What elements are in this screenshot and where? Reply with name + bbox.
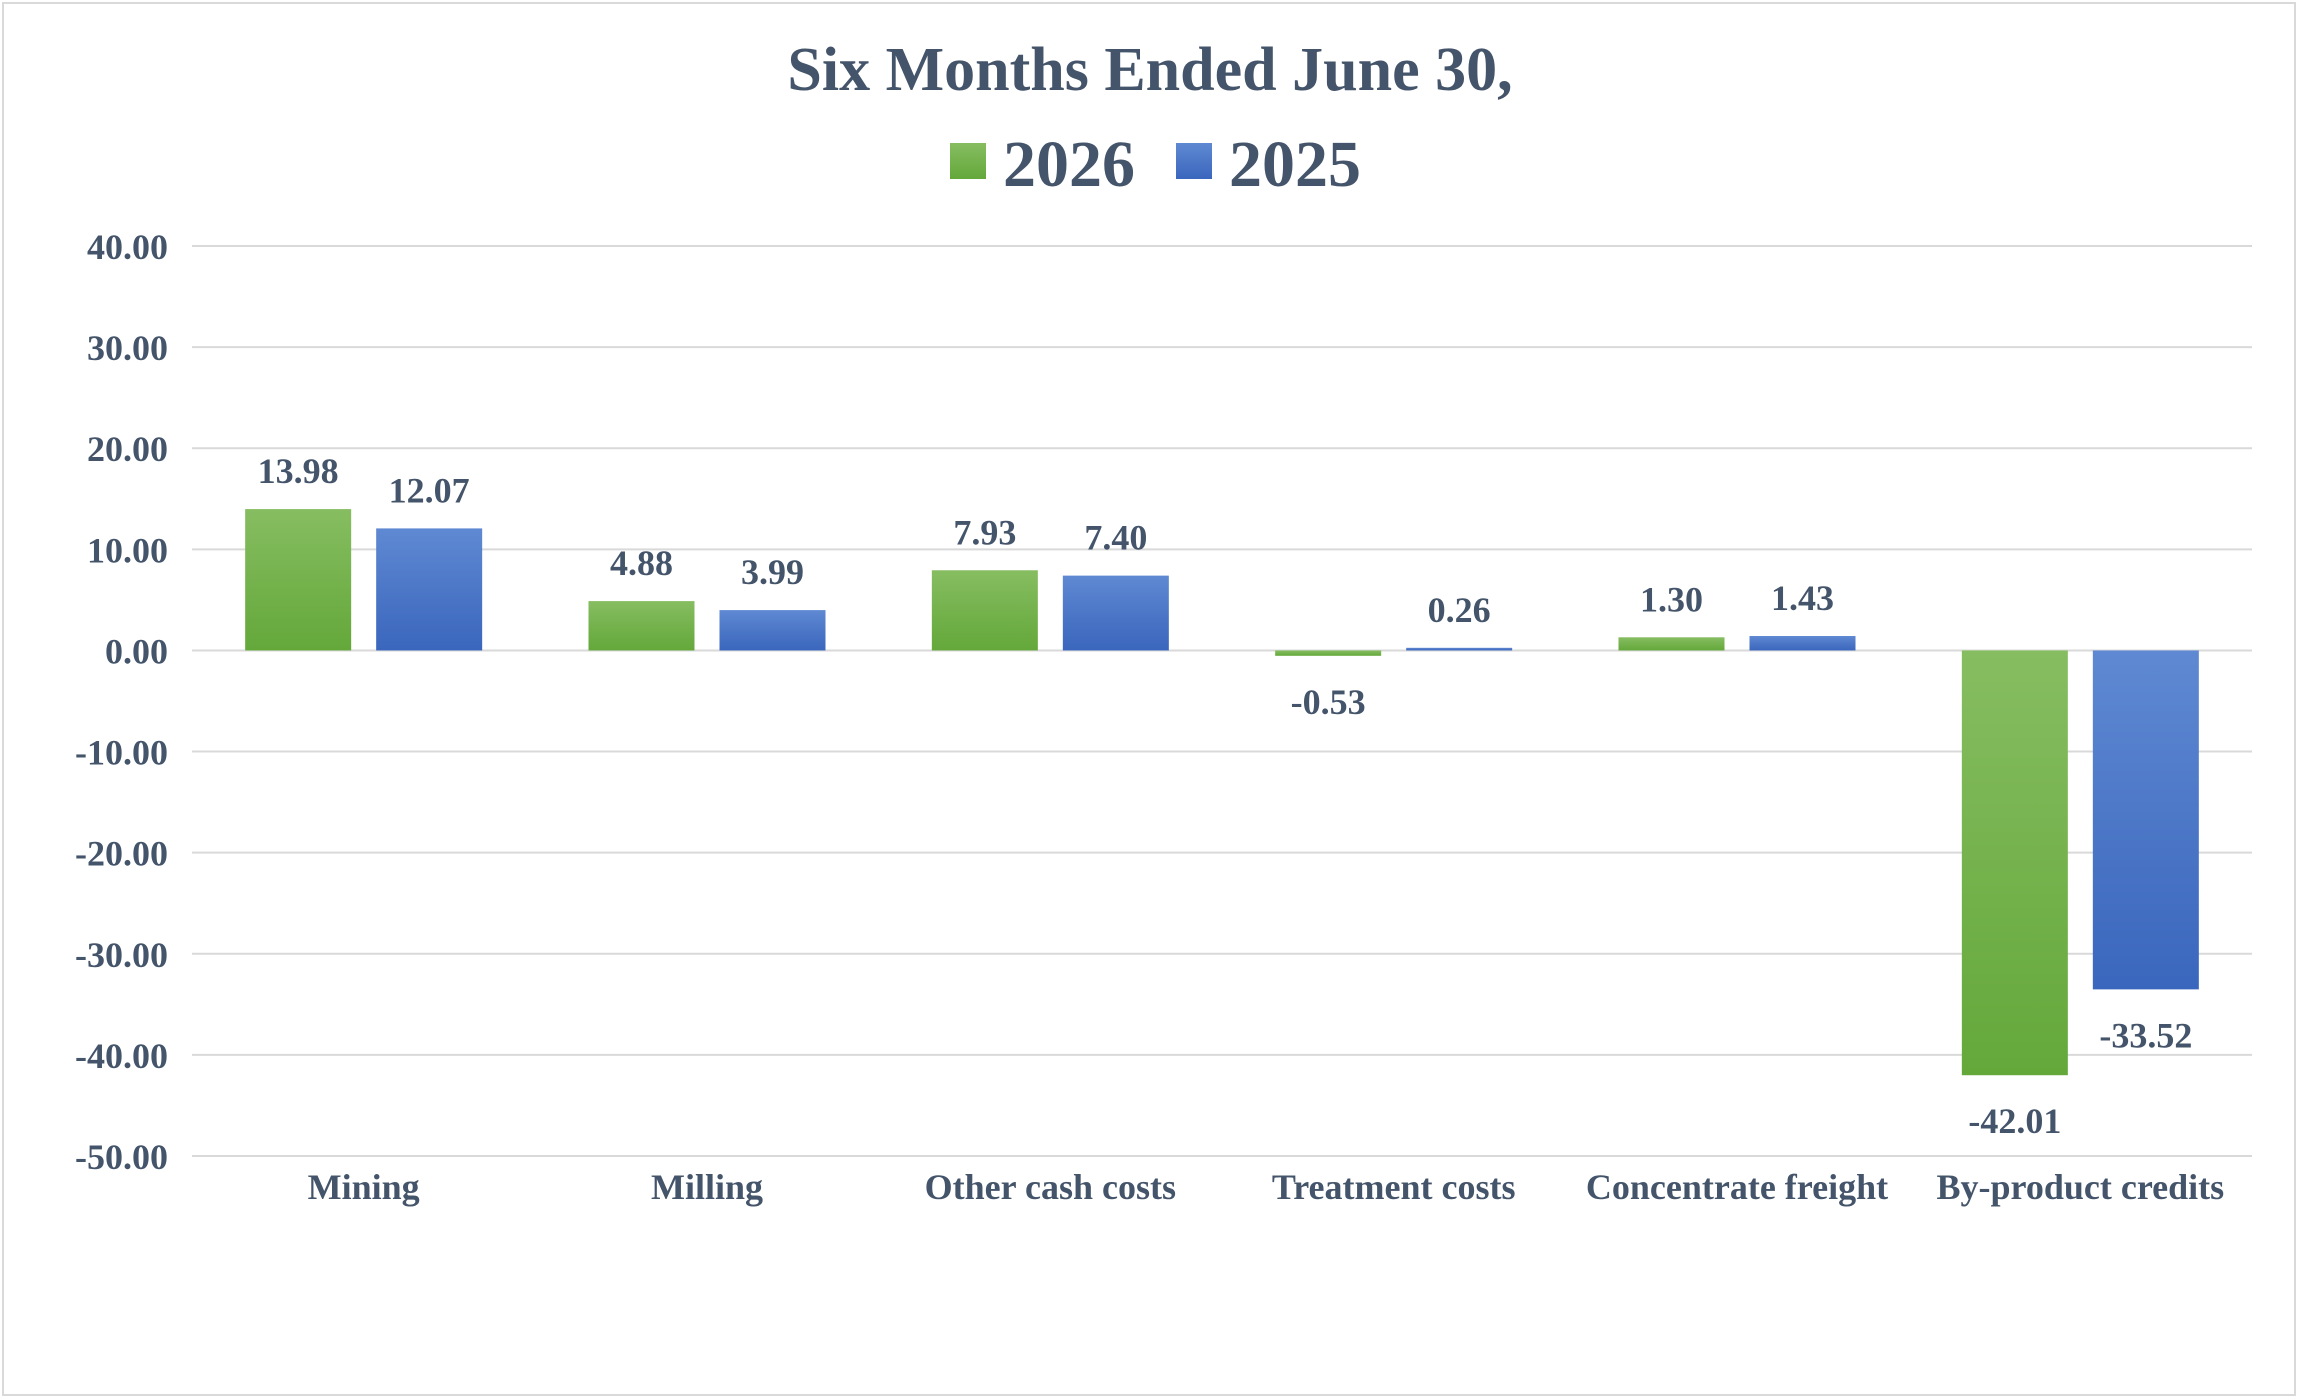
data-label-2026-2: 7.93 bbox=[953, 512, 1016, 552]
bar-2026-5 bbox=[1961, 650, 2068, 1076]
y-tick-label: -30.00 bbox=[75, 935, 168, 975]
bar-2025-0 bbox=[376, 528, 483, 651]
category-label: Other cash costs bbox=[925, 1167, 1176, 1207]
data-label-2026-4: 1.30 bbox=[1640, 579, 1703, 619]
bar-2025-3 bbox=[1406, 647, 1513, 651]
data-label-2026-0: 13.98 bbox=[258, 451, 339, 491]
chart-title: Six Months Ended June 30, bbox=[787, 36, 1512, 104]
y-tick-label: 40.00 bbox=[87, 227, 168, 267]
bar-2025-4 bbox=[1749, 635, 1856, 651]
category-labels: Mining Milling Other cash costs Treatment c… bbox=[308, 1167, 2225, 1207]
y-tick-label: 30.00 bbox=[87, 328, 168, 368]
category-label: Mining bbox=[308, 1167, 420, 1207]
data-labels: 13.98 12.07 4.88 3.99 7.93 7.40 -0.53 0.26 1.30 1… bbox=[258, 451, 2193, 1141]
bars bbox=[245, 509, 2199, 1076]
y-tick-label: -40.00 bbox=[75, 1036, 168, 1076]
data-label-2025-2: 7.40 bbox=[1084, 518, 1147, 558]
bar-2026-1 bbox=[588, 601, 695, 651]
category-label: Milling bbox=[651, 1167, 763, 1207]
y-tick-label: 0.00 bbox=[105, 631, 168, 671]
bar-2026-3 bbox=[1275, 650, 1382, 656]
data-label-2026-3: -0.53 bbox=[1291, 682, 1366, 722]
y-tick-label: -50.00 bbox=[75, 1137, 168, 1177]
bar-2026-4 bbox=[1618, 637, 1725, 651]
data-label-2025-5: -33.52 bbox=[2099, 1015, 2192, 1055]
legend: 2026 2025 bbox=[950, 128, 1361, 201]
bar-2025-1 bbox=[719, 610, 826, 651]
y-tick-label: -10.00 bbox=[75, 733, 168, 773]
legend-swatch-2026 bbox=[950, 143, 986, 179]
data-label-2025-3: 0.26 bbox=[1428, 590, 1491, 630]
y-tick-label: 10.00 bbox=[87, 530, 168, 570]
y-tick-label: -20.00 bbox=[75, 834, 168, 874]
category-label: By-product credits bbox=[1936, 1167, 2224, 1207]
category-label: Concentrate freight bbox=[1586, 1167, 1888, 1207]
data-label-2025-0: 12.07 bbox=[389, 470, 470, 510]
category-label: Treatment costs bbox=[1272, 1167, 1516, 1207]
data-label-2025-1: 3.99 bbox=[741, 552, 804, 592]
gridlines bbox=[192, 245, 2252, 1157]
y-tick-label: 20.00 bbox=[87, 429, 168, 469]
legend-label-2025: 2025 bbox=[1229, 128, 1361, 201]
data-label-2025-4: 1.43 bbox=[1771, 578, 1834, 618]
data-label-2026-5: -42.01 bbox=[1968, 1101, 2061, 1141]
data-label-2026-1: 4.88 bbox=[610, 543, 673, 583]
y-axis-ticks: 40.00 30.00 20.00 10.00 0.00 -10.00 -20.00 -30.… bbox=[75, 227, 168, 1177]
bar-2025-2 bbox=[1062, 575, 1169, 651]
bar-2025-5 bbox=[2092, 650, 2199, 990]
bar-2026-2 bbox=[931, 570, 1038, 651]
bar-2026-0 bbox=[245, 509, 352, 651]
legend-swatch-2025 bbox=[1176, 143, 1212, 179]
legend-label-2026: 2026 bbox=[1003, 128, 1135, 201]
